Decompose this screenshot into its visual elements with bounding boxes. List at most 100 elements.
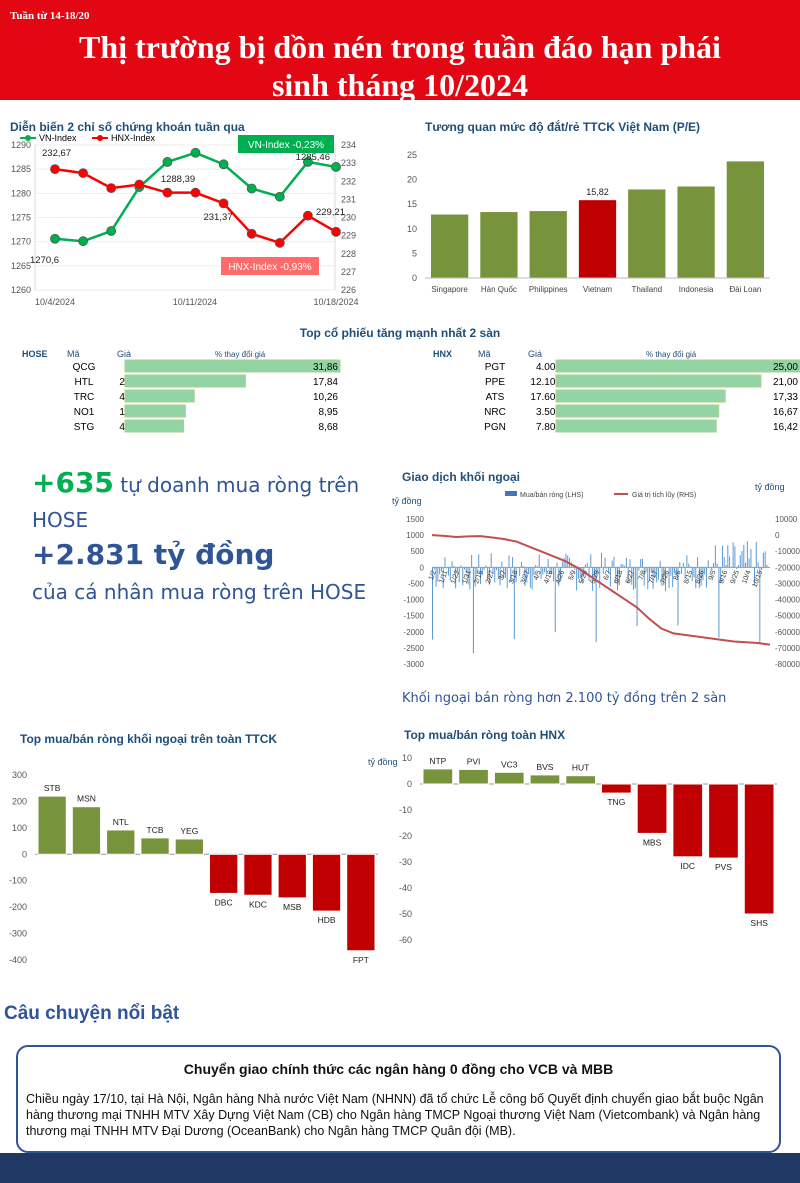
story-box: Chuyển giao chính thức các ngân hàng 0 đ… — [16, 1045, 781, 1153]
bar-Vietnam — [578, 200, 617, 278]
daily-bar — [487, 567, 489, 581]
y-right-tick: 234 — [341, 140, 356, 150]
daily-bar — [672, 567, 674, 588]
daily-bar — [593, 567, 595, 578]
bar-label: VC3 — [501, 759, 518, 769]
daily-bar — [602, 567, 604, 574]
prop-text: tự doanh mua ròng trên — [113, 473, 360, 497]
daily-bar — [533, 567, 535, 576]
daily-bar — [547, 558, 549, 568]
data-point — [106, 183, 117, 194]
header-banner: Tuần từ 14-18/20 Thị trường bị dồn nén t… — [0, 0, 800, 103]
daily-bar — [704, 567, 706, 575]
x-tick-label: 10/4/2024 — [35, 297, 75, 307]
x-tick-label: 3/27 — [520, 570, 531, 585]
daily-bar — [618, 567, 620, 586]
y-tick: -10 — [399, 805, 412, 815]
daily-bar — [579, 567, 581, 578]
bar-PVI — [458, 768, 489, 785]
legend-marker-vn — [25, 135, 31, 141]
data-point — [134, 179, 145, 190]
bar-MSN — [71, 806, 102, 855]
x-tick-label: 9/25 — [730, 570, 741, 585]
daily-bar — [622, 564, 624, 568]
daily-bar — [574, 567, 576, 570]
y-tick: -200 — [9, 902, 27, 912]
daily-bar — [608, 567, 610, 574]
daily-bar — [721, 545, 723, 568]
y-tick: -100 — [9, 876, 27, 886]
y-left-tick: -1000 — [404, 596, 425, 605]
x-tick-label: Thailand — [631, 285, 662, 294]
bar-label: MSB — [283, 902, 302, 912]
top-foreign-bar-chart: -400 -300 -200 -100 0 100 200 300 STB MSN NTL TCB YE… — [9, 770, 378, 965]
daily-bar — [556, 562, 558, 568]
col-change: % thay đổi giá — [215, 350, 266, 359]
daily-bar — [524, 567, 526, 587]
x-tick-label: 5/9 — [568, 570, 578, 582]
bar-label: NTL — [113, 817, 129, 827]
y-left-tick: 1290 — [11, 140, 31, 150]
x-tick-label: 5/20 — [578, 570, 589, 585]
point-label: 229,21 — [316, 207, 345, 218]
daily-bar — [478, 554, 480, 568]
row-code: QCG — [73, 362, 96, 373]
change-bar — [555, 404, 720, 418]
row-code: PPE — [485, 377, 505, 388]
daily-bar — [766, 564, 768, 568]
daily-bar — [688, 563, 690, 568]
daily-bar — [620, 563, 622, 568]
x-tick-label: 8/15 — [683, 570, 694, 585]
y-label: tỷ đồng — [368, 757, 398, 767]
y-right-tick: 227 — [341, 267, 356, 277]
row-change: 17,33 — [773, 392, 798, 403]
bar-label: MBS — [643, 837, 662, 847]
row-code: ATS — [486, 392, 505, 403]
x-tick-label: Đài Loan — [729, 285, 761, 294]
daily-bar — [503, 567, 505, 578]
x-tick-label: 1/22 — [450, 570, 461, 585]
daily-bar — [631, 567, 633, 585]
x-tick-label: 4/16 — [543, 570, 554, 585]
data-point — [246, 228, 257, 239]
daily-bar — [707, 560, 709, 568]
daily-bar — [675, 567, 677, 576]
bar-TCB — [140, 837, 170, 855]
daily-bar — [714, 545, 716, 568]
data-point — [190, 187, 201, 198]
x-tick-label: 6/27 — [625, 570, 636, 585]
foreign-chart-title: Giao dịch khối ngoại — [402, 470, 521, 484]
daily-bar — [531, 567, 533, 590]
daily-bar — [743, 544, 745, 568]
y-tick: 100 — [12, 823, 27, 833]
daily-bar — [529, 567, 531, 588]
story-body: Chiều ngày 17/10, tại Hà Nội, Ngân hàng … — [26, 1092, 764, 1138]
row-price: 3.500 — [536, 407, 561, 418]
data-point — [274, 191, 285, 202]
daily-bar — [643, 567, 645, 586]
point-label: 1270,6 — [30, 255, 59, 266]
row-price: 17.600 — [530, 392, 561, 403]
x-tick-label: Singapore — [431, 285, 468, 294]
daily-bar — [592, 567, 594, 592]
bar-label: DBC — [215, 897, 233, 907]
daily-bar — [697, 557, 699, 568]
bar-label: TCB — [147, 825, 164, 835]
x-tick-label: 2/27 — [485, 570, 496, 585]
bar-label: KDC — [249, 899, 267, 909]
daily-bar — [542, 567, 544, 575]
y-tick: -400 — [9, 955, 27, 965]
daily-bar — [681, 567, 683, 574]
bar-SHS — [743, 783, 775, 915]
y-right-tick: 231 — [341, 194, 356, 204]
daily-bar — [474, 567, 476, 587]
foreign-trading-chart: -3000 -2500 -2000 -1500 -1000 -500 0 500 1000 150… — [392, 482, 800, 669]
daily-bar — [462, 567, 464, 586]
pe-bar-chart: 0 5 10 15 20 25 Singapore Hàn Quốc Philippines Vi… — [407, 150, 770, 294]
y-tick: 10 — [402, 753, 412, 763]
daily-bar — [745, 562, 747, 568]
y-left-tick: 1260 — [11, 285, 31, 295]
daily-bar — [649, 567, 651, 581]
y-right-tick: -80000 — [775, 660, 800, 669]
bar-IDC — [672, 783, 704, 858]
